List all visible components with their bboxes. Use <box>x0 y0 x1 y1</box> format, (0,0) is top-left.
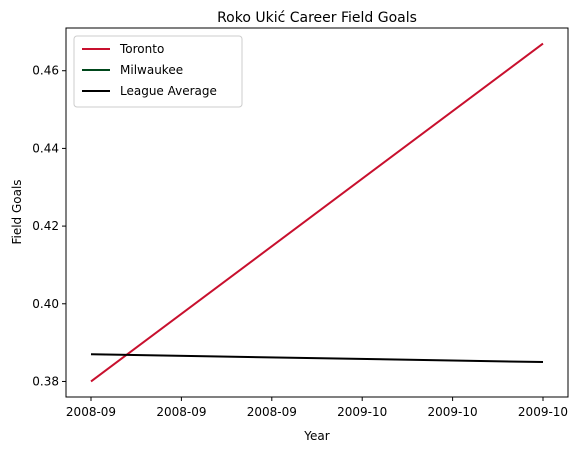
legend-label: League Average <box>120 84 217 98</box>
x-axis: 2008-09 2008-09 2008-09 2009-10 2009-10 2009-… <box>66 397 568 419</box>
series-line-league-average <box>90 353 544 364</box>
x-tick-label: 2008-09 <box>156 405 206 419</box>
y-axis-label: Field Goals <box>10 179 24 244</box>
y-axis: 0.38 0.40 0.42 0.44 0.46 <box>32 64 66 388</box>
y-tick-label: 0.38 <box>32 374 59 388</box>
legend-box <box>73 35 243 108</box>
chart-title: Roko Ukić Career Field Goals <box>217 10 417 26</box>
y-tick-label: 0.40 <box>32 297 59 311</box>
x-tick-label: 2009-10 <box>337 405 387 419</box>
x-tick-label: 2009-10 <box>428 405 478 419</box>
y-tick-label: 0.46 <box>32 64 59 78</box>
legend: Toronto Milwaukee League Average <box>73 35 243 108</box>
x-tick-label: 2008-09 <box>66 405 116 419</box>
x-tick-label: 2008-09 <box>247 405 297 419</box>
series-line-toronto <box>90 42 544 383</box>
series-layer <box>90 42 544 383</box>
legend-label: Toronto <box>119 42 164 56</box>
plot-area <box>65 27 569 398</box>
x-axis-label: Year <box>303 429 329 443</box>
x-tick-label: 2009-10 <box>518 405 568 419</box>
legend-label: Milwaukee <box>120 63 183 77</box>
y-tick-label: 0.42 <box>32 219 59 233</box>
y-tick-label: 0.44 <box>32 141 59 155</box>
